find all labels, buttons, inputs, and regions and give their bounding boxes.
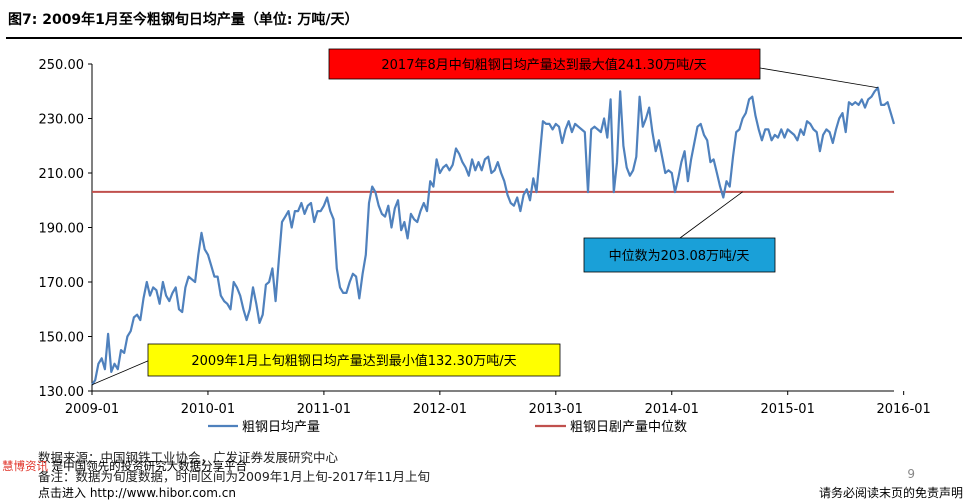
x-tick-label: 2009-01 <box>65 402 119 417</box>
min-annotation-text: 2009年1月上旬粗钢日均产量达到最小值132.30万吨/天 <box>191 353 516 369</box>
legend-label-median: 粗钢日剧产量中位数 <box>570 420 687 435</box>
x-tick-label: 2014-01 <box>645 402 699 417</box>
page-number: 9 <box>907 467 915 481</box>
hibor-banner[interactable]: 慧博资讯 是中国领先的投资研究大数据分享平台 <box>2 458 247 474</box>
title-divider <box>6 37 962 39</box>
data-source-text: 数据来源：中国钢铁工业协会，广发证券发展研究中心 <box>38 450 339 465</box>
y-tick-label: 250.00 <box>39 58 85 73</box>
y-tick-label: 190.00 <box>39 222 85 237</box>
x-tick-label: 2016-01 <box>876 402 930 417</box>
series-line-daily-output <box>91 86 896 386</box>
legend-label-daily-output: 粗钢日均产量 <box>242 420 320 435</box>
y-tick-label: 150.00 <box>39 331 85 346</box>
min-annotation-box <box>147 343 561 377</box>
x-tick-label: 2012-01 <box>413 402 467 417</box>
hibor-banner-text: 是中国领先的投资研究大数据分享平台 <box>51 459 248 473</box>
median-annotation-leader <box>679 191 743 239</box>
x-tick-label: 2013-01 <box>529 402 583 417</box>
x-tick-label: 2011-01 <box>297 402 351 417</box>
y-tick-label: 130.00 <box>39 385 85 400</box>
min-annotation-leader <box>91 359 151 386</box>
y-tick-label: 230.00 <box>39 113 85 128</box>
x-tick-label: 2015-01 <box>761 402 815 417</box>
max-annotation-leader <box>759 67 878 89</box>
figure-title: 图7: 2009年1月至今粗钢旬日均产量（单位: 万吨/天） <box>8 12 359 28</box>
data-note-text: 备注：数据为旬度数据，时间区间为2009年1月上旬-2017年11月上旬 <box>38 469 430 484</box>
hibor-hot-label: 慧博资讯 <box>2 459 48 473</box>
median-annotation-text: 中位数为203.08万吨/天 <box>609 249 750 264</box>
x-tick-label: 2010-01 <box>181 402 235 417</box>
y-tick-label: 210.00 <box>39 167 85 182</box>
y-tick-label: 170.00 <box>39 276 85 291</box>
max-annotation-text: 2017年8月中旬粗钢日均产量达到最大值241.30万吨/天 <box>381 57 706 73</box>
hibor-link[interactable]: 点击进入 http://www.hibor.com.cn <box>38 486 236 500</box>
median-annotation-box <box>583 237 776 273</box>
max-annotation-box <box>328 48 761 80</box>
disclaimer-text: 请务必阅读末页的免责声明 <box>818 486 963 500</box>
